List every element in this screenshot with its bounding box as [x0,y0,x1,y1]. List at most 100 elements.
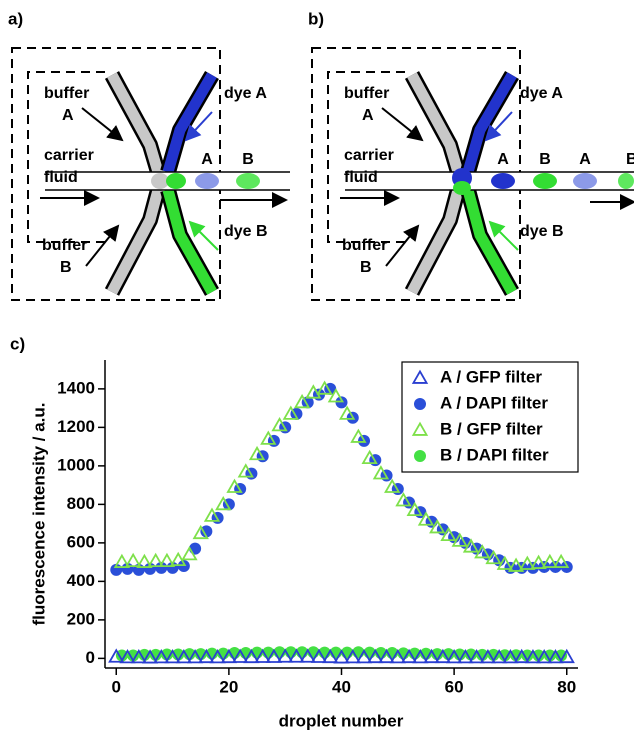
point [153,648,170,664]
x-tick-label: 0 [112,677,121,696]
droplet-label: B [626,151,634,168]
point [293,393,311,409]
point [476,648,489,661]
point [510,649,523,662]
legend-label: B / DAPI filter [440,445,549,464]
droplet-label: A [579,151,591,168]
point [209,648,226,664]
y-tick-label: 200 [67,609,95,628]
point [552,553,570,568]
label: A [62,107,74,124]
dye-channel [462,72,517,174]
panel-b: b) buffer A dye A carrier fluid A B A B … [308,9,634,301]
point [136,553,153,568]
point [395,492,412,507]
point [536,648,553,664]
inner-box [327,71,408,243]
point [310,648,328,663]
point [113,553,131,568]
arrow [381,107,424,142]
point [423,648,440,664]
point [519,555,536,570]
point [445,648,463,664]
legend-label: B / GFP filter [440,419,543,438]
point [389,648,406,664]
junction [151,173,169,189]
point [237,463,254,478]
label: dye B [224,223,268,240]
buffer-channel [407,188,464,295]
point [141,649,159,664]
point [192,524,209,540]
point [344,648,361,664]
x-tick-label: 60 [445,677,464,696]
point [361,449,378,465]
point [254,648,271,663]
droplet [195,173,219,189]
point [147,552,164,568]
legend-label: A / GFP filter [440,367,542,386]
legend-marker [411,421,429,436]
panel-label: b) [308,9,324,28]
point [226,478,243,493]
point [429,519,446,534]
label: buffer [342,237,387,254]
point [160,648,173,661]
point [155,561,168,574]
point [457,648,474,664]
panel-label: a) [8,9,23,28]
point [203,507,221,522]
point [453,648,466,661]
label: B [360,259,372,276]
arrow [85,224,120,267]
legend-marker [411,369,429,384]
point [487,648,500,661]
point [316,380,333,395]
point [491,648,508,664]
point [496,555,513,570]
y-tick-label: 0 [86,648,95,667]
label: dye B [520,223,564,240]
point [406,501,423,516]
y-tick-label: 1200 [57,417,95,436]
junction [453,181,471,195]
point [172,648,185,661]
droplet [573,173,597,189]
label: B [60,259,72,276]
point [248,445,266,461]
point [288,648,305,663]
x-tick-label: 40 [332,677,351,696]
point [333,649,350,664]
point [350,428,367,443]
label: buffer [344,85,389,102]
arrow [188,220,219,251]
droplet [166,173,186,189]
panel-label: c) [10,334,25,353]
point [200,525,213,538]
label: buffer [44,85,89,102]
x-tick-label: 20 [219,677,238,696]
droplet [491,173,515,189]
inner-box [27,71,108,243]
droplet-label: B [539,151,551,168]
legend-box [401,361,579,473]
point [170,551,187,567]
point [434,648,452,664]
y-tick-label: 400 [67,571,95,590]
point [462,538,480,553]
point [299,648,316,663]
point [305,384,322,399]
dye-channel [162,72,217,174]
panel-c: c) droplet number fluorescence intensity… [10,334,579,730]
point [125,552,142,568]
label: dye A [224,85,267,102]
point [115,649,128,662]
point [384,478,401,493]
point [181,546,198,561]
point [282,405,299,420]
arrow [184,111,213,142]
point [260,430,277,445]
buffer-channel [107,188,164,295]
point [530,554,547,569]
y-tick-label: 600 [67,532,95,551]
